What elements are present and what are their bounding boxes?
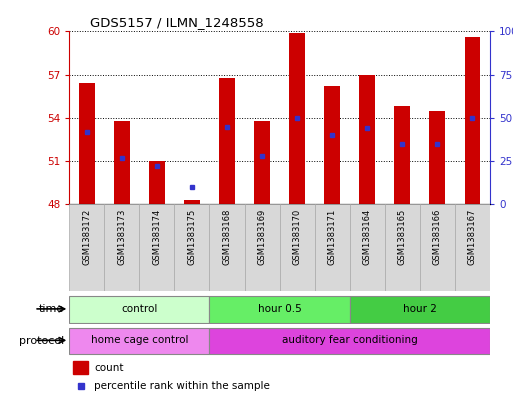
Text: control: control — [121, 304, 157, 314]
Bar — [385, 204, 420, 291]
Bar — [209, 328, 490, 354]
Bar — [394, 107, 410, 204]
Text: auditory fear conditioning: auditory fear conditioning — [282, 335, 418, 345]
Text: time: time — [39, 305, 64, 314]
Bar — [350, 296, 490, 323]
Bar — [73, 361, 88, 373]
Bar — [104, 204, 140, 291]
Bar — [289, 33, 305, 204]
Text: GSM1383167: GSM1383167 — [468, 209, 477, 265]
Bar — [464, 37, 480, 204]
Text: GSM1383166: GSM1383166 — [433, 209, 442, 265]
Bar — [69, 328, 209, 354]
Text: protocol: protocol — [19, 336, 64, 346]
Bar — [359, 75, 375, 204]
Text: GSM1383169: GSM1383169 — [258, 209, 267, 265]
Bar — [69, 296, 209, 323]
Text: GSM1383173: GSM1383173 — [117, 209, 126, 265]
Bar — [350, 204, 385, 291]
Text: GSM1383172: GSM1383172 — [82, 209, 91, 265]
Bar — [209, 296, 350, 323]
Bar — [79, 83, 95, 204]
Text: GSM1383174: GSM1383174 — [152, 209, 162, 265]
Bar — [209, 204, 245, 291]
Bar — [140, 204, 174, 291]
Bar — [69, 204, 104, 291]
Bar — [324, 86, 340, 204]
Text: count: count — [94, 362, 124, 373]
Bar — [420, 204, 455, 291]
Bar — [245, 204, 280, 291]
Text: GSM1383170: GSM1383170 — [292, 209, 302, 265]
Text: GSM1383175: GSM1383175 — [187, 209, 196, 265]
Text: hour 0.5: hour 0.5 — [258, 304, 302, 314]
Bar — [280, 204, 314, 291]
Text: GDS5157 / ILMN_1248558: GDS5157 / ILMN_1248558 — [90, 16, 264, 29]
Text: home cage control: home cage control — [91, 335, 188, 345]
Bar — [184, 200, 200, 204]
Bar — [314, 204, 350, 291]
Bar — [149, 161, 165, 204]
Text: GSM1383164: GSM1383164 — [363, 209, 372, 265]
Bar — [174, 204, 209, 291]
Text: GSM1383168: GSM1383168 — [223, 209, 231, 265]
Text: GSM1383165: GSM1383165 — [398, 209, 407, 265]
Bar — [254, 121, 270, 204]
Bar — [429, 111, 445, 204]
Text: hour 2: hour 2 — [403, 304, 437, 314]
Bar — [219, 77, 235, 204]
Text: GSM1383171: GSM1383171 — [328, 209, 337, 265]
Text: percentile rank within the sample: percentile rank within the sample — [94, 381, 270, 391]
Bar — [114, 121, 130, 204]
Bar — [455, 204, 490, 291]
